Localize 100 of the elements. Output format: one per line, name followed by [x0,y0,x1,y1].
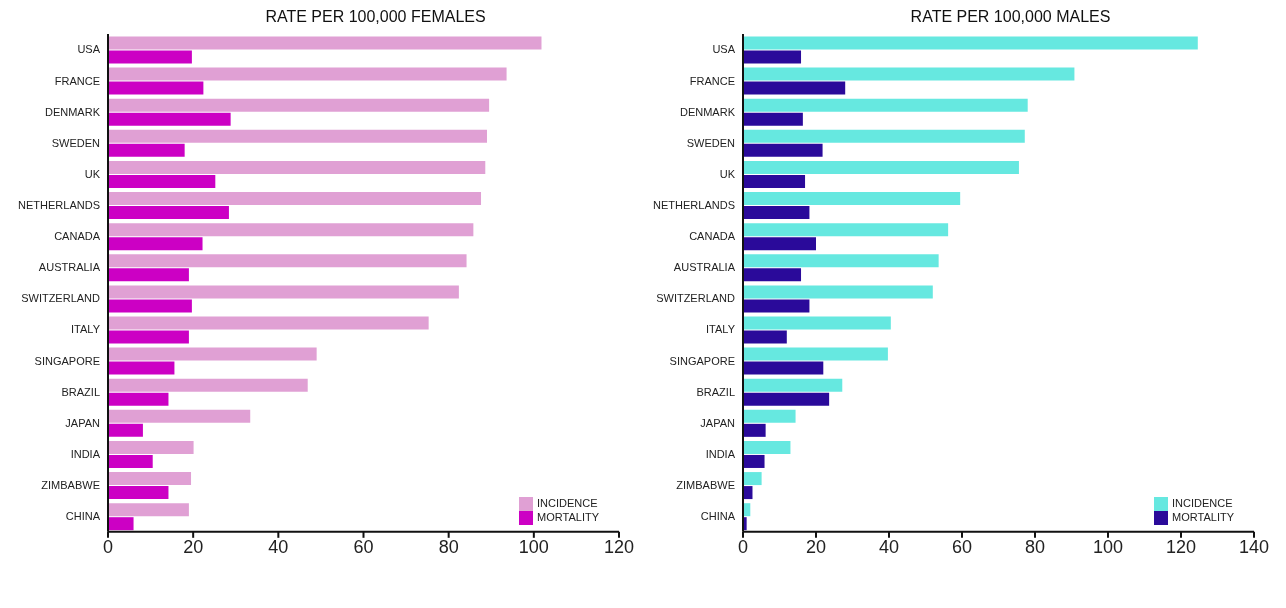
bar [108,81,204,95]
bar [743,378,843,392]
x-tick-label: 100 [518,536,549,557]
bar [108,454,153,468]
y-tick-label: SWEDEN [51,136,101,149]
bar [108,440,194,454]
bar [743,223,949,237]
y-tick-label: CANADA [54,230,101,243]
y-tick-label: CHINA [65,510,101,523]
y-tick-label: AUSTRALIA [38,261,101,274]
y-tick-label: UK [719,167,736,180]
bar [743,316,891,330]
y-tick-label: SINGAPORE [669,354,735,367]
y-tick-label: JAPAN [65,416,101,429]
bar [108,67,507,81]
bar [108,472,192,486]
y-tick-label: ITALY [71,323,101,336]
bar [108,486,169,500]
y-tick-label: SWITZERLAND [656,292,736,305]
y-tick-label: NETHERLANDS [18,199,100,212]
bar [743,160,1019,174]
bar [743,268,802,282]
bar [743,423,766,437]
bar [743,440,791,454]
bar [108,36,542,50]
y-tick-label: FRANCE [689,74,735,87]
y-tick-label: BRAZIL [696,385,735,398]
y-tick-label: ITALY [706,323,736,336]
bar [108,378,308,392]
bar [743,454,765,468]
bar [743,129,1025,143]
x-tick-label: 0 [737,536,749,557]
chart-title: RATE PER 100,000 FEMALES [264,8,487,27]
bar [108,192,482,206]
x-tick-label: 100 [1092,536,1124,557]
bar [108,299,192,313]
bar [108,361,175,375]
bar [108,517,134,531]
y-tick-label: SINGAPORE [34,354,100,367]
x-tick-label: 40 [268,536,289,557]
legend-label: MORTALITY [1172,510,1234,523]
bar [108,237,203,251]
bar [108,206,229,220]
bar [108,174,216,188]
y-tick-label: NETHERLANDS [653,199,735,212]
x-tick-label: 40 [878,536,900,557]
y-tick-label: ZIMBABWE [41,479,100,492]
x-tick-label: 60 [353,536,374,557]
bar [108,112,231,126]
x-tick-label: 80 [438,536,459,557]
bar [108,143,185,157]
bar [743,254,939,268]
bar [743,285,933,299]
bar [108,160,486,174]
x-tick-label: 120 [603,536,635,557]
bar [108,268,189,282]
bar [743,330,787,344]
bar [108,129,487,143]
y-tick-label: ZIMBABWE [676,479,735,492]
chart-title: RATE PER 100,000 MALES [909,8,1112,27]
bar [108,392,169,406]
y-tick-label: USA [77,43,101,56]
bar [743,192,961,206]
bar [743,50,802,64]
y-tick-label: DENMARK [44,105,101,118]
bar [108,503,189,517]
bar [108,223,474,237]
y-tick-label: BRAZIL [61,385,100,398]
bar [108,409,251,423]
bar [108,347,317,361]
bar [743,299,810,313]
x-tick-label: 0 [102,536,114,557]
x-tick-label: 80 [1024,536,1046,557]
bar [743,174,806,188]
bar [108,423,143,437]
legend-label: MORTALITY [537,510,599,523]
y-tick-label: CHINA [700,510,736,523]
x-tick-label: 20 [183,536,204,557]
y-tick-label: AUSTRALIA [673,261,736,274]
legend-label: INCIDENCE [1172,496,1233,509]
bar [743,206,810,220]
x-tick-label: 120 [1165,536,1197,557]
bar [108,330,189,344]
bar [108,285,459,299]
y-tick-label: SWEDEN [686,136,736,149]
bar [108,316,429,330]
legend-label: INCIDENCE [537,496,598,509]
x-tick-label: 140 [1238,536,1270,557]
y-tick-label: CANADA [689,230,736,243]
y-tick-label: INDIA [705,447,736,460]
y-tick-label: USA [712,43,736,56]
y-tick-label: INDIA [70,447,101,460]
bar [743,67,1075,81]
x-tick-label: 60 [951,536,973,557]
x-tick-label: 20 [805,536,827,557]
bar [743,36,1198,50]
bar [743,98,1028,112]
bar [108,254,467,268]
bar [743,347,888,361]
bar [743,81,846,95]
